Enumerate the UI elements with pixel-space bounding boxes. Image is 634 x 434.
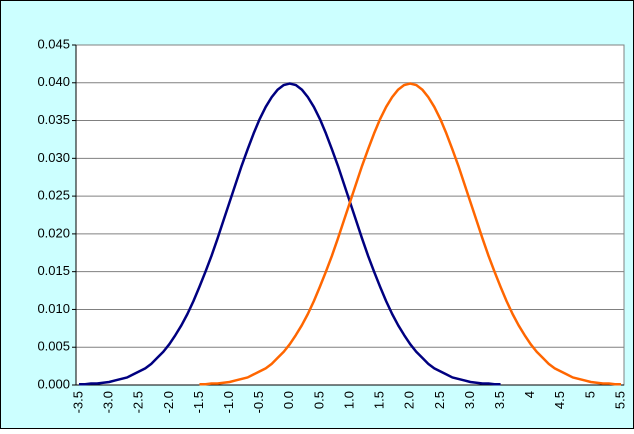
x-tick-label: -0.5: [251, 391, 266, 413]
y-tick-label: 0.010: [37, 301, 70, 316]
x-tick-label: 5: [582, 391, 597, 398]
x-tick-label: -1.5: [191, 391, 206, 413]
y-tick-label: 0.025: [37, 188, 70, 203]
x-tick-label: 0.0: [281, 391, 296, 409]
x-tick-label: 3.0: [462, 391, 477, 409]
y-tick-label: 0.020: [37, 225, 70, 240]
y-tick-label: 0.005: [37, 339, 70, 354]
x-tick-label: 5.5: [612, 391, 627, 409]
x-tick-label: 3.5: [492, 391, 507, 409]
x-tick-label: 2.5: [432, 391, 447, 409]
x-tick-label: 4: [522, 391, 537, 398]
y-tick-label: 0.045: [37, 36, 70, 51]
x-tick-label: 2.0: [402, 391, 417, 409]
x-tick-label: -3.0: [101, 391, 116, 413]
x-tick-label: -3.5: [70, 391, 85, 413]
plot-area: [75, 44, 625, 386]
series-line: [79, 82, 501, 386]
series-line: [199, 82, 621, 386]
x-tick-label: -2.0: [161, 391, 176, 413]
y-tick-label: 0.030: [37, 150, 70, 165]
x-tick-label: -2.5: [131, 391, 146, 413]
x-tick-label: 0.5: [311, 391, 326, 409]
y-tick-label: 0.035: [37, 112, 70, 127]
x-tick-label: -1.0: [221, 391, 236, 413]
y-tick-label: 0.015: [37, 263, 70, 278]
y-tick-label: 0.040: [37, 74, 70, 89]
x-tick-label: 1.0: [341, 391, 356, 409]
y-tick-label: 0.000: [37, 376, 70, 391]
x-tick-label: 1.5: [372, 391, 387, 409]
x-tick-label: 4.5: [552, 391, 567, 409]
